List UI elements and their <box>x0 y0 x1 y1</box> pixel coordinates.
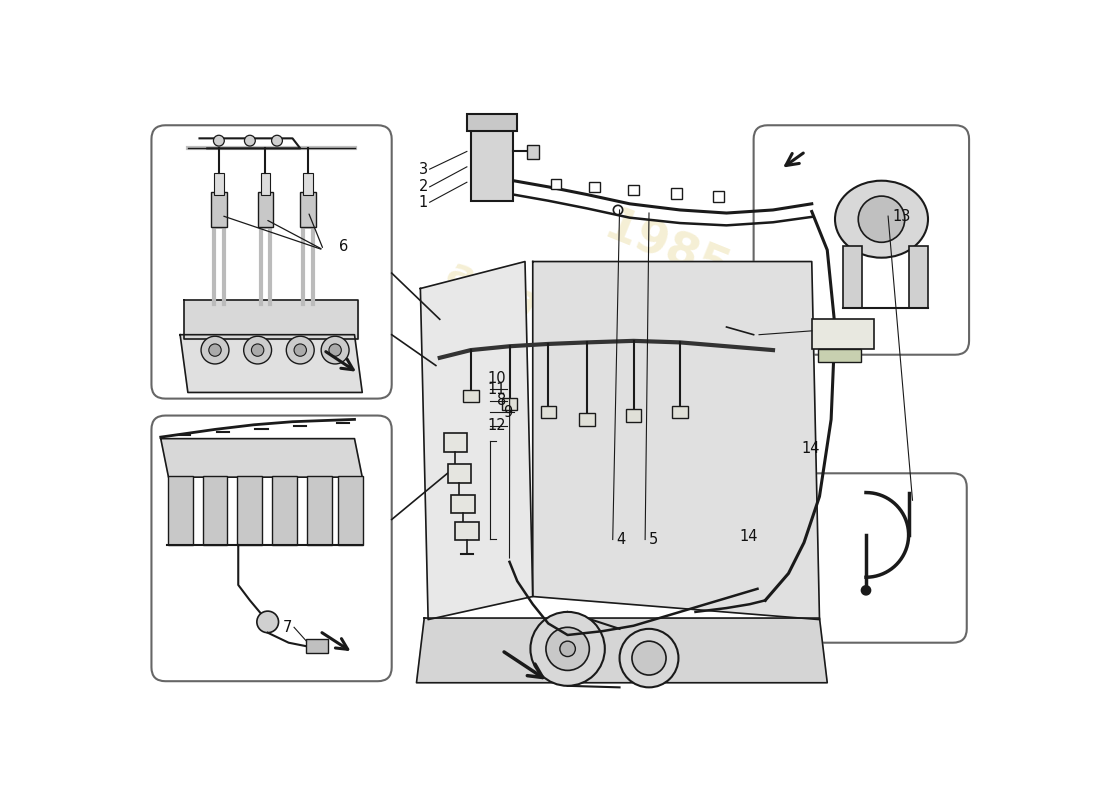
Circle shape <box>631 641 666 675</box>
Bar <box>818 349 860 362</box>
Bar <box>909 246 928 308</box>
Circle shape <box>530 612 605 686</box>
Bar <box>300 192 316 227</box>
Text: 11: 11 <box>487 382 506 397</box>
Text: 1: 1 <box>419 194 428 210</box>
Text: 5: 5 <box>649 532 658 547</box>
Text: a passion for: a passion for <box>442 253 719 394</box>
Bar <box>257 192 273 227</box>
Bar <box>628 185 639 195</box>
Circle shape <box>619 629 679 687</box>
Bar <box>551 178 561 190</box>
Circle shape <box>257 611 278 633</box>
Bar <box>451 495 474 514</box>
Bar <box>238 476 262 545</box>
Circle shape <box>321 336 349 364</box>
Text: 4: 4 <box>617 532 626 547</box>
Bar <box>471 128 514 202</box>
FancyBboxPatch shape <box>152 415 392 682</box>
Circle shape <box>244 336 272 364</box>
Text: 14: 14 <box>739 529 758 544</box>
Polygon shape <box>180 334 362 393</box>
Bar <box>527 146 539 159</box>
Bar <box>273 476 297 545</box>
Bar <box>307 639 328 653</box>
Circle shape <box>858 196 904 242</box>
Circle shape <box>560 641 575 657</box>
Text: 3: 3 <box>419 162 428 177</box>
Ellipse shape <box>835 181 928 258</box>
Text: 8: 8 <box>496 394 506 409</box>
Polygon shape <box>161 438 362 477</box>
Polygon shape <box>532 262 820 619</box>
Bar <box>672 406 688 418</box>
Text: 6: 6 <box>339 238 349 254</box>
Circle shape <box>286 336 315 364</box>
Circle shape <box>244 135 255 146</box>
Text: 2: 2 <box>419 179 428 194</box>
Polygon shape <box>417 618 827 682</box>
Bar <box>463 390 478 402</box>
Bar <box>448 464 471 482</box>
FancyBboxPatch shape <box>804 474 967 642</box>
Bar <box>590 182 601 192</box>
Circle shape <box>861 586 871 595</box>
Bar <box>466 114 517 131</box>
Circle shape <box>209 344 221 356</box>
Bar <box>713 191 724 202</box>
Circle shape <box>272 135 283 146</box>
Bar <box>214 173 223 194</box>
Bar <box>843 246 862 308</box>
Circle shape <box>546 627 590 670</box>
Bar <box>502 398 517 410</box>
Bar <box>671 188 682 198</box>
Circle shape <box>252 344 264 356</box>
Bar <box>307 476 332 545</box>
Circle shape <box>201 336 229 364</box>
Bar <box>580 414 595 426</box>
Bar <box>261 173 270 194</box>
Bar <box>167 476 192 545</box>
Text: 13: 13 <box>892 209 911 224</box>
Text: 9: 9 <box>504 405 513 419</box>
Text: 1985: 1985 <box>596 205 736 295</box>
Bar <box>443 434 466 452</box>
Bar <box>338 476 363 545</box>
Text: 7: 7 <box>283 620 293 635</box>
Text: 10: 10 <box>487 370 506 386</box>
Text: 12: 12 <box>487 418 506 433</box>
Circle shape <box>213 135 224 146</box>
FancyBboxPatch shape <box>152 126 392 398</box>
FancyBboxPatch shape <box>754 126 969 354</box>
Text: 14: 14 <box>801 441 820 456</box>
Bar <box>202 476 228 545</box>
Bar <box>455 522 478 540</box>
Bar <box>211 192 227 227</box>
Polygon shape <box>184 300 359 338</box>
Bar <box>304 173 312 194</box>
Bar <box>540 406 556 418</box>
Circle shape <box>294 344 307 356</box>
Circle shape <box>329 344 341 356</box>
Polygon shape <box>420 262 532 619</box>
Bar <box>626 410 641 422</box>
Bar <box>812 319 873 349</box>
Circle shape <box>614 206 623 214</box>
